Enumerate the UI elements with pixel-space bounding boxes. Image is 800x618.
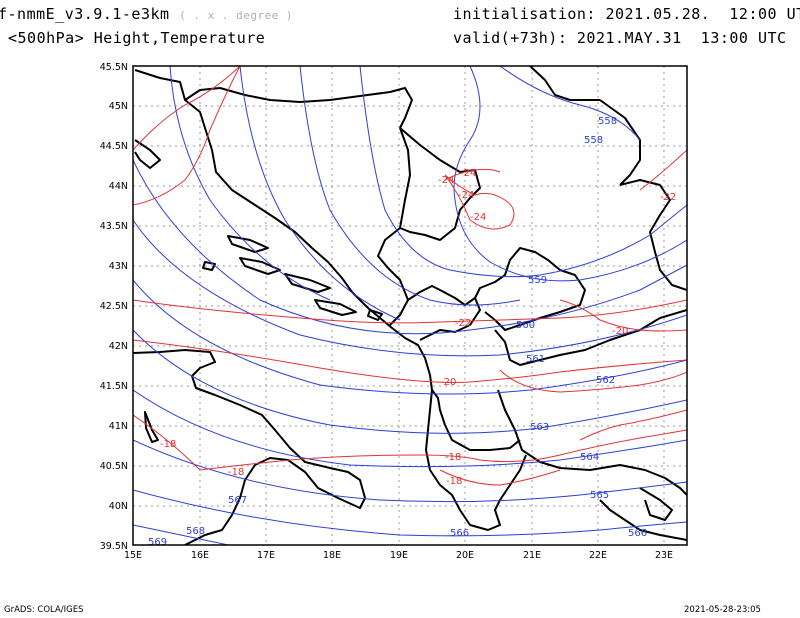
- lon-tick: 22E: [589, 550, 607, 561]
- lat-tick: 45.5N: [100, 62, 128, 73]
- lon-tick: 21E: [523, 550, 541, 561]
- grid-note: ( . x . degree ): [179, 9, 294, 22]
- height-label: 564: [580, 452, 599, 463]
- temp-label: -20: [612, 326, 628, 337]
- lat-tick: 45N: [109, 101, 128, 112]
- island-6: [367, 309, 383, 321]
- lat-tick: 44.5N: [100, 141, 128, 152]
- temp-label: -18: [446, 476, 462, 487]
- valid-time: valid(+73h): 2021.MAY.31 13:00 UTC: [453, 29, 787, 47]
- border-greece: [497, 389, 687, 496]
- height-labels: 558 558 559 560 561 562 563 564 565 566 …: [148, 116, 647, 548]
- temperature-contours: [133, 66, 687, 486]
- model-title: f-nmmE_v3.9.1-e3km ( . x . degree ): [0, 5, 294, 23]
- coast-italy: [133, 349, 366, 545]
- lat-tick: 43.5N: [100, 221, 128, 232]
- coast-chalk: [639, 487, 673, 521]
- coast-aegean: [599, 499, 687, 541]
- lat-tick: 43N: [109, 261, 128, 272]
- footer-timestamp: 2021-05-28-23:05: [684, 605, 761, 615]
- height-contours: [133, 66, 687, 545]
- longitude-ticks: 15E 16E 17E 18E 19E 20E 21E 22E 23E: [124, 550, 673, 561]
- temp-label: -18: [445, 452, 461, 463]
- height-label: 561: [526, 354, 545, 365]
- lon-tick: 17E: [257, 550, 275, 561]
- temp-label: -18: [228, 467, 244, 478]
- footer-credit: GrADS: COLA/IGES: [4, 605, 84, 615]
- height-label: 567: [228, 495, 247, 506]
- lat-tick: 41.5N: [100, 381, 128, 392]
- height-label: 566: [450, 528, 469, 539]
- island-5: [314, 299, 357, 316]
- lat-tick: 41N: [109, 421, 128, 432]
- lon-tick: 16E: [191, 550, 209, 561]
- border-ne: [529, 66, 600, 101]
- coast-danube: [599, 99, 641, 186]
- lat-tick: 40N: [109, 501, 128, 512]
- lat-tick: 44N: [109, 181, 128, 192]
- lat-tick: 42N: [109, 341, 128, 352]
- coast-albania: [425, 389, 527, 531]
- height-label: 559: [528, 275, 547, 286]
- island-3: [202, 261, 216, 271]
- island-4: [284, 273, 331, 293]
- border-serbia: [399, 127, 481, 241]
- temp-label: -20: [440, 377, 456, 388]
- temp-label: -22: [660, 192, 676, 203]
- border-albania-east: [431, 389, 521, 451]
- temp-label: -22: [455, 318, 471, 329]
- border-macedonia: [494, 309, 687, 366]
- lon-tick: 15E: [124, 550, 142, 561]
- height-label: 565: [590, 490, 609, 501]
- coast-adriatic-east: [134, 69, 433, 391]
- graticule: [133, 66, 687, 545]
- border-montenegro: [407, 285, 481, 341]
- latitude-ticks: 39.5N 40N 40.5N 41N 41.5N 42N 42.5N 43N …: [100, 62, 128, 552]
- lon-tick: 23E: [655, 550, 673, 561]
- map-frame: [132, 65, 688, 546]
- lat-tick: 39.5N: [100, 541, 128, 552]
- temperature-labels: -24 -24 -24 -24 -22 -22 -20 -20 -18 -18 …: [160, 168, 676, 487]
- border-bulgaria: [619, 179, 687, 291]
- lon-tick: 18E: [323, 550, 341, 561]
- field-title: <500hPa> Height,Temperature: [8, 29, 266, 47]
- temp-label: -24: [470, 212, 486, 223]
- height-label: 560: [516, 320, 535, 331]
- height-label: 558: [598, 116, 617, 127]
- island-2: [239, 257, 281, 275]
- lat-tick: 42.5N: [100, 301, 128, 312]
- temp-label: -24: [458, 190, 474, 201]
- temp-label: -24: [438, 175, 454, 186]
- init-time: initialisation: 2021.05.28. 12:00 UTC: [453, 5, 800, 23]
- island-1: [227, 235, 269, 253]
- temp-label: -18: [160, 439, 176, 450]
- border-sava: [184, 87, 413, 129]
- height-label: 558: [584, 135, 603, 146]
- height-label: 569: [148, 537, 167, 548]
- lon-tick: 19E: [390, 550, 408, 561]
- coast-istria: [134, 139, 161, 169]
- height-label: 566: [628, 528, 647, 539]
- temp-label: -24: [460, 168, 476, 179]
- border-bosnia: [377, 127, 411, 326]
- lon-tick: 20E: [456, 550, 474, 561]
- height-label: 568: [186, 526, 205, 537]
- coastlines-borders: [133, 66, 687, 545]
- height-label: 563: [530, 422, 549, 433]
- lat-tick: 40.5N: [100, 461, 128, 472]
- island-7: [144, 411, 159, 443]
- height-label: 562: [596, 375, 615, 386]
